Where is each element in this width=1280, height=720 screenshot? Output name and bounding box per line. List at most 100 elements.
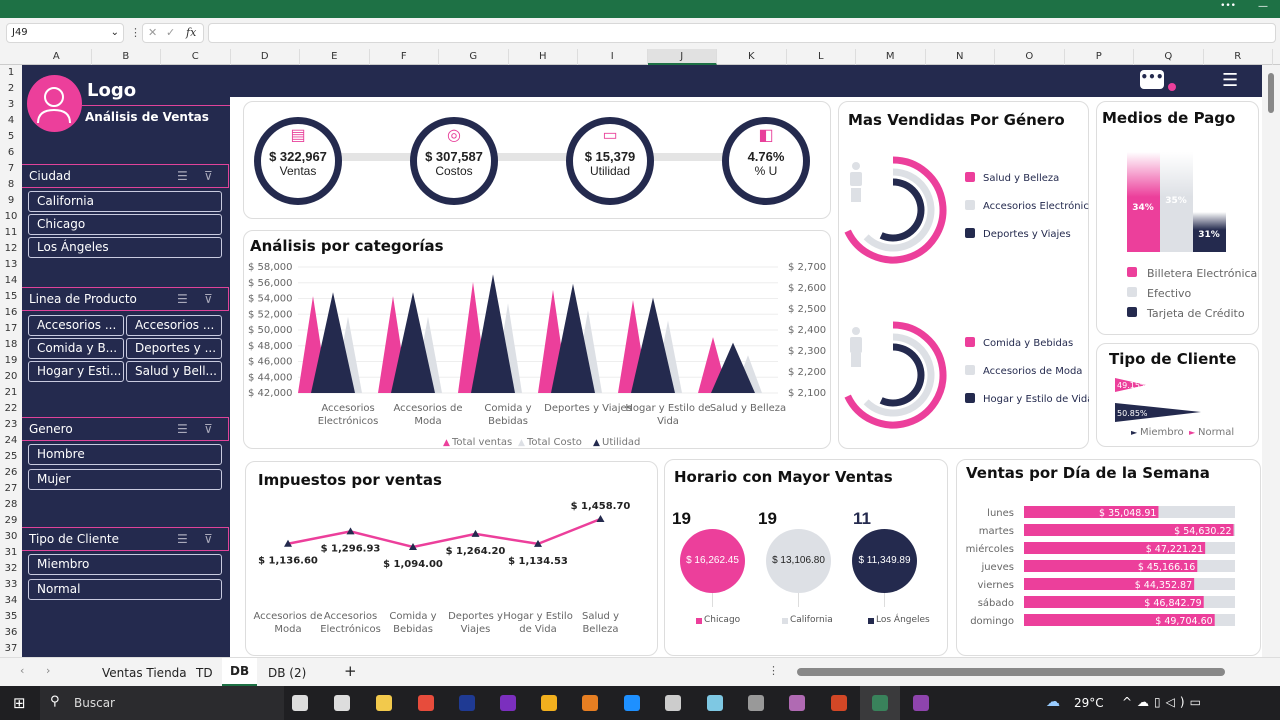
slicer-item[interactable]: Salud y Bell... [126,361,222,382]
column-header[interactable]: F [370,49,439,65]
column-header[interactable]: E [300,49,370,65]
row-header[interactable]: 30 [4,531,18,542]
slicer-item[interactable]: Los Ángeles [28,237,222,258]
minimize-button[interactable]: — [1258,1,1268,12]
multi-select-icon[interactable]: ☰ [177,422,188,436]
slicer-item[interactable]: Accesorios ... [126,315,222,336]
sheet-tab[interactable]: Ventas Tienda [102,666,187,680]
row-header[interactable]: 29 [4,515,18,526]
clear-filter-icon[interactable]: ⊽ [204,169,213,183]
system-tray-icons[interactable]: ^☁▯◁)▭ [1122,695,1206,709]
column-header[interactable]: P [1065,49,1134,65]
taskbar-app-icon[interactable] [624,695,640,711]
formula-input[interactable] [208,23,1276,43]
taskbar-app-icon[interactable] [872,695,888,711]
column-header[interactable]: H [509,49,578,65]
column-header[interactable]: D [231,49,300,65]
menu-icon[interactable]: ☰ [1222,70,1239,91]
taskbar-app-icon[interactable] [665,695,681,711]
slicer-item[interactable]: Mujer [28,469,222,490]
search-box[interactable]: ⚲ Buscar [40,686,284,720]
slicer-item[interactable]: Accesorios ... [28,315,124,336]
taskbar-app-icon[interactable] [913,695,929,711]
column-header[interactable]: Q [1134,49,1204,65]
windows-start-icon[interactable]: ⊞ [13,694,26,712]
column-header[interactable]: M [856,49,926,65]
vertical-scrollbar[interactable] [1262,65,1280,657]
row-header[interactable]: 31 [4,547,18,558]
chevron-down-icon[interactable]: ⌄ [110,27,119,38]
column-header[interactable]: G [439,49,509,65]
clear-filter-icon[interactable]: ⊽ [204,422,213,436]
row-header[interactable]: 3 [7,99,15,110]
taskbar-app-icon[interactable] [748,695,764,711]
row-header[interactable]: 37 [4,643,18,654]
row-header[interactable]: 2 [7,83,15,94]
confirm-icon[interactable]: ✓ [166,26,176,39]
slicer-item[interactable]: California [28,191,222,212]
taskbar-app-icon[interactable] [707,695,723,711]
clear-filter-icon[interactable]: ⊽ [204,532,213,546]
clear-filter-icon[interactable]: ⊽ [204,292,213,306]
row-header[interactable]: 1 [7,67,15,78]
taskbar-app-icon[interactable] [418,695,434,711]
taskbar-app-icon[interactable] [292,695,308,711]
row-header[interactable]: 17 [4,323,18,334]
row-header[interactable]: 23 [4,419,18,430]
row-header[interactable]: 34 [4,595,18,606]
row-header[interactable]: 18 [4,339,18,350]
row-header[interactable]: 16 [4,307,18,318]
row-header[interactable]: 28 [4,499,18,510]
multi-select-icon[interactable]: ☰ [177,532,188,546]
row-header[interactable]: 12 [4,243,18,254]
row-header[interactable]: 36 [4,627,18,638]
column-header[interactable]: L [787,49,856,65]
sheet-tab[interactable]: DB (2) [268,666,307,680]
sheet-tab[interactable]: TD [196,666,213,680]
scrollbar-thumb[interactable] [1268,73,1274,113]
row-header[interactable]: 35 [4,611,18,622]
taskbar-app-icon[interactable] [789,695,805,711]
row-header[interactable]: 22 [4,403,18,414]
row-header[interactable]: 5 [7,131,15,142]
column-header[interactable]: R [1204,49,1273,65]
more-options-button[interactable]: ••• [1220,1,1236,11]
column-header[interactable]: K [717,49,787,65]
multi-select-icon[interactable]: ☰ [177,169,188,183]
row-header[interactable]: 24 [4,435,18,446]
row-header[interactable]: 32 [4,563,18,574]
sheet-tab-active[interactable]: DB [222,658,258,686]
prev-sheet-icon[interactable]: ‹ [20,664,25,677]
taskbar-app-icon[interactable] [376,695,392,711]
row-header[interactable]: 19 [4,355,18,366]
column-header[interactable]: C [161,49,231,65]
taskbar-app-icon[interactable] [541,695,557,711]
slicer-item[interactable]: Deportes y ... [126,338,222,359]
row-header[interactable]: 33 [4,579,18,590]
row-header[interactable]: 6 [7,147,15,158]
column-header[interactable]: O [995,49,1065,65]
function-icon[interactable]: fx [186,26,197,39]
horizontal-scrollbar[interactable] [797,668,1225,676]
slicer-item[interactable]: Comida y B... [28,338,124,359]
column-header[interactable]: J [647,49,717,65]
slicer-item[interactable]: Hogar y Esti... [28,361,124,382]
row-header[interactable]: 15 [4,291,18,302]
slicer-item[interactable]: Miembro [28,554,222,575]
row-header[interactable]: 13 [4,259,18,270]
row-header[interactable]: 27 [4,483,18,494]
taskbar-app-icon[interactable] [459,695,475,711]
slicer-item[interactable]: Chicago [28,214,222,235]
row-header[interactable]: 8 [7,179,15,190]
row-header[interactable]: 11 [4,227,18,238]
row-header[interactable]: 25 [4,451,18,462]
row-header[interactable]: 21 [4,387,18,398]
row-header[interactable]: 10 [4,211,18,222]
cancel-icon[interactable]: ✕ [148,26,158,39]
add-sheet-button[interactable]: + [344,662,357,680]
taskbar-app-icon[interactable] [500,695,516,711]
multi-select-icon[interactable]: ☰ [177,292,188,306]
slicer-item[interactable]: Normal [28,579,222,600]
row-header[interactable]: 20 [4,371,18,382]
slicer-item[interactable]: Hombre [28,444,222,465]
